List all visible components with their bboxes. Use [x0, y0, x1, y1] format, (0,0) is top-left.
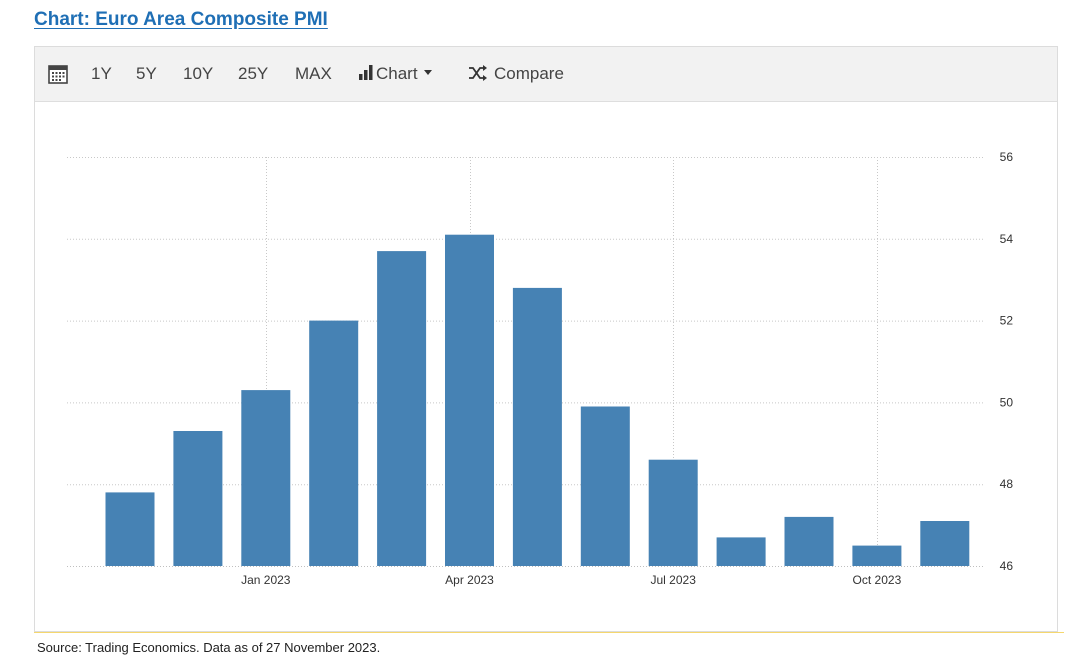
range-1y-button[interactable]: 1Y: [91, 64, 112, 83]
bar-0: [105, 492, 155, 566]
compare-label: Compare: [494, 64, 564, 83]
bar-3: [309, 320, 359, 566]
source-note: Source: Trading Economics. Data as of 27…: [37, 640, 381, 655]
bar-9: [716, 537, 766, 566]
bar-4: [377, 251, 427, 566]
chart-area: 46 48 50 52 54 56 Jan 2023 Apr 2023 Jul 2023 Oct …: [35, 102, 1057, 637]
y-tick-label-56: 56: [1000, 150, 1014, 164]
bar-10: [784, 516, 834, 566]
bar-chart: 46 48 50 52 54 56 Jan 2023 Apr 2023 Jul 2023 Oct …: [67, 150, 1014, 587]
y-tick-label-46: 46: [1000, 559, 1014, 573]
compare-button[interactable]: Compare: [468, 64, 564, 84]
y-tick-label-54: 54: [1000, 232, 1014, 246]
bar-5: [445, 234, 494, 566]
range-5y-button[interactable]: 5Y: [136, 64, 157, 83]
page-title[interactable]: Chart: Euro Area Composite PMI: [34, 9, 328, 30]
calendar-icon[interactable]: [48, 64, 68, 84]
x-tick-label-1: Apr 2023: [445, 573, 494, 587]
y-tick-label-50: 50: [1000, 395, 1014, 409]
y-tick-label-52: 52: [1000, 314, 1014, 328]
footer-divider: [34, 632, 1064, 633]
bar-6: [512, 287, 562, 566]
x-tick-label-0: Jan 2023: [241, 573, 291, 587]
range-max-button[interactable]: MAX: [295, 64, 332, 83]
shuffle-icon: [469, 65, 487, 81]
chart-toolbar: 1Y 5Y 10Y 25Y MAX Chart Compare: [35, 47, 1057, 102]
range-10y-button[interactable]: 10Y: [183, 64, 214, 83]
bar-8: [648, 459, 698, 566]
chevron-down-icon: [423, 70, 432, 76]
bar-2: [241, 390, 291, 566]
range-25y-button[interactable]: 25Y: [238, 64, 269, 83]
y-tick-label-48: 48: [1000, 477, 1014, 491]
bar-11: [852, 545, 902, 566]
bar-chart-icon: [359, 65, 373, 80]
x-tick-label-2: Jul 2023: [651, 573, 697, 587]
chart-panel: 1Y 5Y 10Y 25Y MAX Chart Compare 46 48 50 52…: [34, 46, 1058, 632]
bar-7: [580, 406, 630, 566]
chart-type-dropdown[interactable]: Chart: [358, 64, 432, 84]
x-tick-label-3: Oct 2023: [853, 573, 902, 587]
bar-12: [920, 521, 970, 566]
bar-1: [173, 431, 223, 566]
chart-type-label: Chart: [376, 64, 418, 83]
